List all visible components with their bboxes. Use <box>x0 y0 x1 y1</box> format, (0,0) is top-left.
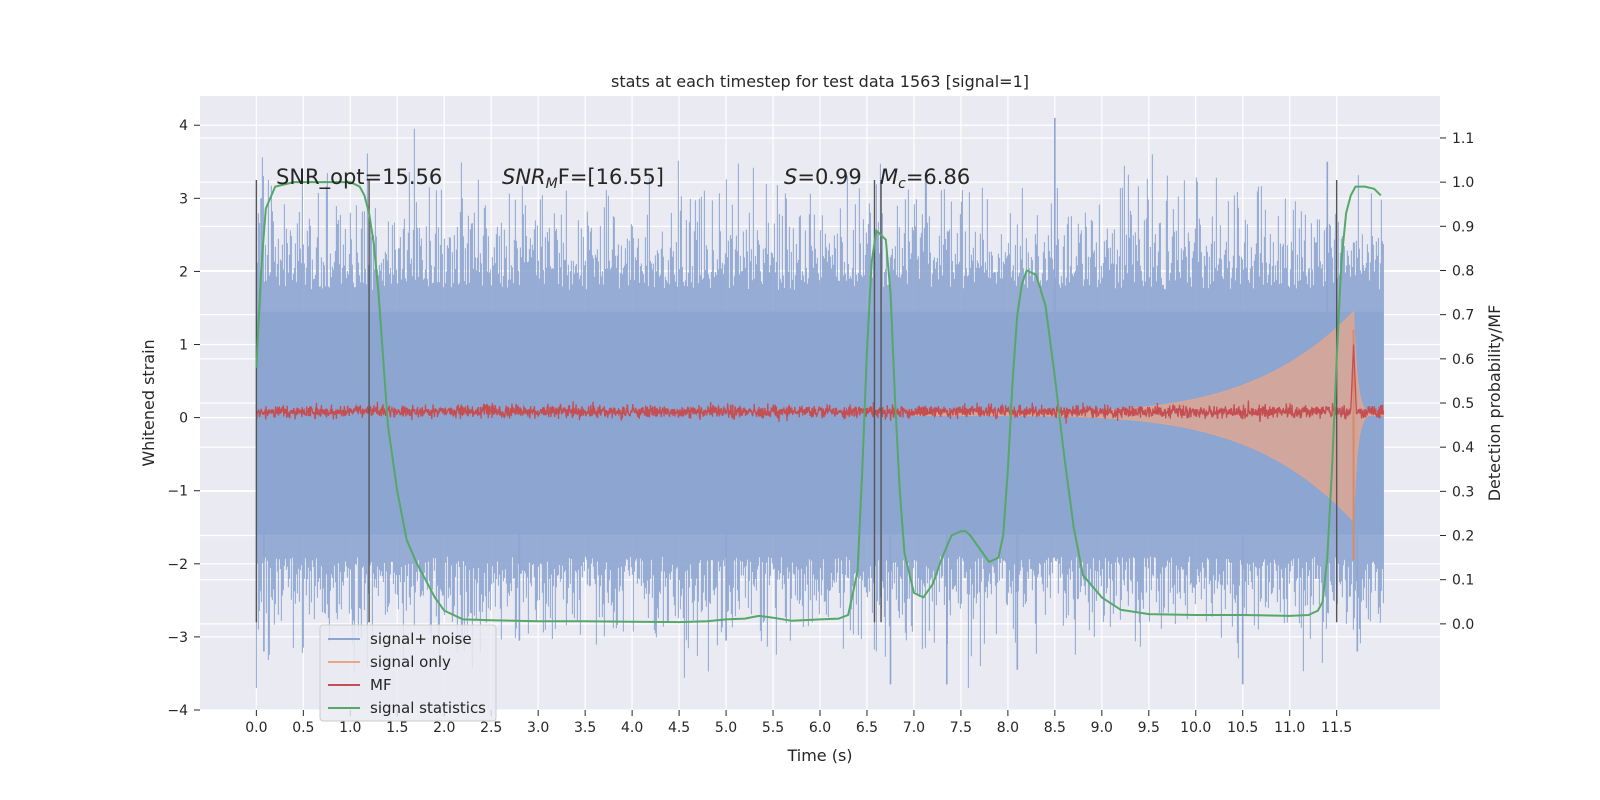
y2-tick-label: 0.4 <box>1452 440 1474 456</box>
annotation-snr-mf: SNRMF=[16.55] <box>502 165 664 192</box>
y2-tick-label: 0.7 <box>1452 308 1474 324</box>
legend-label-mf: MF <box>370 676 392 694</box>
chart-title: stats at each timestep for test data 156… <box>611 72 1029 91</box>
mc-var: M <box>880 165 898 189</box>
y2-tick-label: 0.0 <box>1452 617 1474 633</box>
y2-tick-label: 0.8 <box>1452 263 1474 279</box>
x-tick-label: 6.0 <box>809 720 831 736</box>
y2-axis-label: Detection probability/MF <box>1485 305 1504 502</box>
x-tick-label: 2.0 <box>433 720 455 736</box>
x-tick-label: 4.5 <box>668 720 690 736</box>
y2-tick-label: 0.1 <box>1452 573 1474 589</box>
x-tick-label: 3.0 <box>527 720 549 736</box>
axis-ticks: 0.0 0.5 1.0 1.5 2.0 2.5 3.0 3.5 4.0 4.5 5.0 5.5 6.0 6… <box>167 118 1474 736</box>
snr-mf-sub: M <box>546 176 558 192</box>
x-tick-label: 1.5 <box>386 720 408 736</box>
y2-tick-label: 1.1 <box>1452 131 1474 147</box>
x-tick-label: 4.0 <box>621 720 643 736</box>
y-tick-label: −3 <box>167 630 188 646</box>
y2-tick-label: 0.6 <box>1452 352 1474 368</box>
x-tick-label: 8.5 <box>1044 720 1066 736</box>
vertical-markers <box>255 180 1338 623</box>
x-tick-label: 11.0 <box>1274 720 1305 736</box>
x-tick-label: 10.0 <box>1180 720 1211 736</box>
mc-rest: =6.86 <box>906 165 970 189</box>
y-tick-label: −1 <box>167 484 188 500</box>
snr-mf-rest: F=[16.55] <box>558 165 664 189</box>
snr-mf-base: SNR <box>502 165 546 189</box>
legend-label-signal-noise: signal+ noise <box>370 630 472 648</box>
y-tick-label: 0 <box>179 411 188 427</box>
y2-tick-label: 0.9 <box>1452 219 1474 235</box>
s-var: S <box>784 165 797 189</box>
x-tick-label: 2.5 <box>480 720 502 736</box>
mc-sub: c <box>898 176 906 192</box>
mf-line <box>255 344 1385 424</box>
x-axis-label: Time (s) <box>786 746 852 765</box>
x-tick-label: 9.5 <box>1138 720 1160 736</box>
y-tick-label: 2 <box>179 264 188 280</box>
series-mf <box>255 344 1385 424</box>
y-tick-label: 3 <box>179 191 188 207</box>
y2-tick-label: 0.5 <box>1452 396 1474 412</box>
x-tick-label: 0.0 <box>245 720 267 736</box>
legend-box <box>319 624 497 722</box>
x-tick-label: 1.0 <box>339 720 361 736</box>
s-rest: =0.99 <box>797 165 861 189</box>
y-tick-label: −2 <box>167 557 188 573</box>
x-tick-label: 7.5 <box>950 720 972 736</box>
y-tick-label: −4 <box>167 703 188 719</box>
x-tick-label: 5.0 <box>715 720 737 736</box>
series-signal-statistics <box>255 181 1382 624</box>
x-tick-label: 8.0 <box>997 720 1019 736</box>
x-tick-label: 10.5 <box>1227 720 1258 736</box>
y-axis-label: Whitened strain <box>139 339 158 466</box>
legend: signal+ noise signal only MF signal stat… <box>319 624 497 722</box>
legend-label-signal-only: signal only <box>370 653 451 671</box>
y2-tick-label: 0.2 <box>1452 529 1474 545</box>
x-tick-label: 5.5 <box>762 720 784 736</box>
x-tick-label: 3.5 <box>574 720 596 736</box>
x-tick-label: 9.0 <box>1091 720 1113 736</box>
y2-tick-label: 0.3 <box>1452 484 1474 500</box>
x-tick-label: 7.0 <box>903 720 925 736</box>
legend-label-signal-statistics: signal statistics <box>370 699 486 717</box>
statistics-line <box>255 181 1382 624</box>
y-tick-label: 1 <box>179 338 188 354</box>
annotation-mc: Mc=6.86 <box>880 165 970 192</box>
x-tick-label: 11.5 <box>1321 720 1352 736</box>
y-tick-label: 4 <box>179 118 188 134</box>
x-tick-label: 6.5 <box>856 720 878 736</box>
y2-tick-label: 1.0 <box>1452 175 1474 191</box>
annotation-s: S=0.99 <box>784 165 862 189</box>
x-tick-label: 0.5 <box>292 720 314 736</box>
annotation-snr-opt: SNR_opt=15.56 <box>276 165 442 190</box>
